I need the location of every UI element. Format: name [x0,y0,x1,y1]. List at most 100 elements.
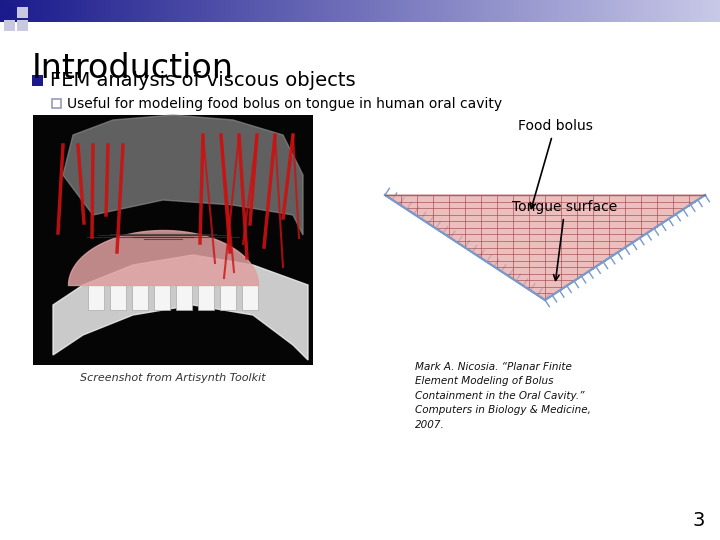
Bar [41,0,44,22]
Bar [329,0,332,22]
Bar [713,0,716,22]
Bar [430,0,433,22]
Bar [88,285,104,310]
Bar [31,0,35,22]
Bar [456,0,459,22]
Bar [581,0,584,22]
Bar [459,0,462,22]
Bar [643,0,647,22]
Bar [405,0,409,22]
Bar [310,0,313,22]
Bar [214,0,217,22]
Bar [660,0,663,22]
Bar [576,0,580,22]
Bar [485,0,488,22]
Bar [434,0,438,22]
Bar [338,0,342,22]
Polygon shape [385,195,705,300]
Bar [639,0,642,22]
Bar [439,0,443,22]
Bar [240,0,243,22]
Bar [502,0,505,22]
Bar [17,20,28,31]
Bar [574,0,577,22]
Bar [146,0,150,22]
Bar [171,0,174,22]
Bar [110,0,114,22]
Bar [559,0,562,22]
Bar [463,0,467,22]
Bar [377,0,380,22]
Bar [198,285,214,310]
Bar [605,0,608,22]
Bar [415,0,418,22]
Bar [218,0,222,22]
Bar [497,0,500,22]
Bar [617,0,620,22]
Bar [156,0,159,22]
Bar [185,0,188,22]
Bar [629,0,632,22]
Bar [336,0,339,22]
Bar [293,0,296,22]
Bar [470,0,474,22]
Bar [86,0,90,22]
Bar [245,0,248,22]
Bar [408,0,411,22]
Bar [593,0,596,22]
Text: Screenshot from Artisynth Toolkit: Screenshot from Artisynth Toolkit [80,373,266,383]
Bar [238,0,241,22]
Bar [187,0,191,22]
Bar [382,0,385,22]
Bar [689,0,692,22]
Bar [317,0,320,22]
Text: Tongue surface: Tongue surface [513,200,618,280]
Bar [266,0,270,22]
Bar [65,0,68,22]
Bar [233,0,236,22]
Bar [418,0,421,22]
Bar [585,0,589,22]
Text: 3: 3 [693,511,705,530]
Bar [312,0,315,22]
Bar [77,0,80,22]
Bar [441,0,445,22]
Bar [99,0,102,22]
Bar [315,0,318,22]
Bar [202,0,205,22]
Bar [106,0,109,22]
Bar [650,0,654,22]
Bar [158,0,162,22]
Bar [33,115,313,365]
Bar [163,0,166,22]
Bar [672,0,675,22]
Bar [211,0,215,22]
Bar [70,0,73,22]
Bar [173,0,176,22]
Bar [444,0,447,22]
Bar [4,7,15,18]
Bar [362,0,366,22]
Bar [490,0,493,22]
Bar [353,0,356,22]
Bar [341,0,344,22]
Bar [89,0,92,22]
Bar [504,0,508,22]
Bar [216,0,220,22]
Bar [53,0,56,22]
Bar [252,0,256,22]
Bar [466,0,469,22]
Bar [403,0,407,22]
Bar [351,0,354,22]
Bar [665,0,668,22]
Bar [333,0,337,22]
Bar [115,0,119,22]
Bar [288,0,292,22]
Bar [477,0,481,22]
Bar [468,0,472,22]
Bar [698,0,702,22]
Bar [634,0,637,22]
Bar [612,0,616,22]
Bar [17,7,28,18]
Bar [595,0,598,22]
